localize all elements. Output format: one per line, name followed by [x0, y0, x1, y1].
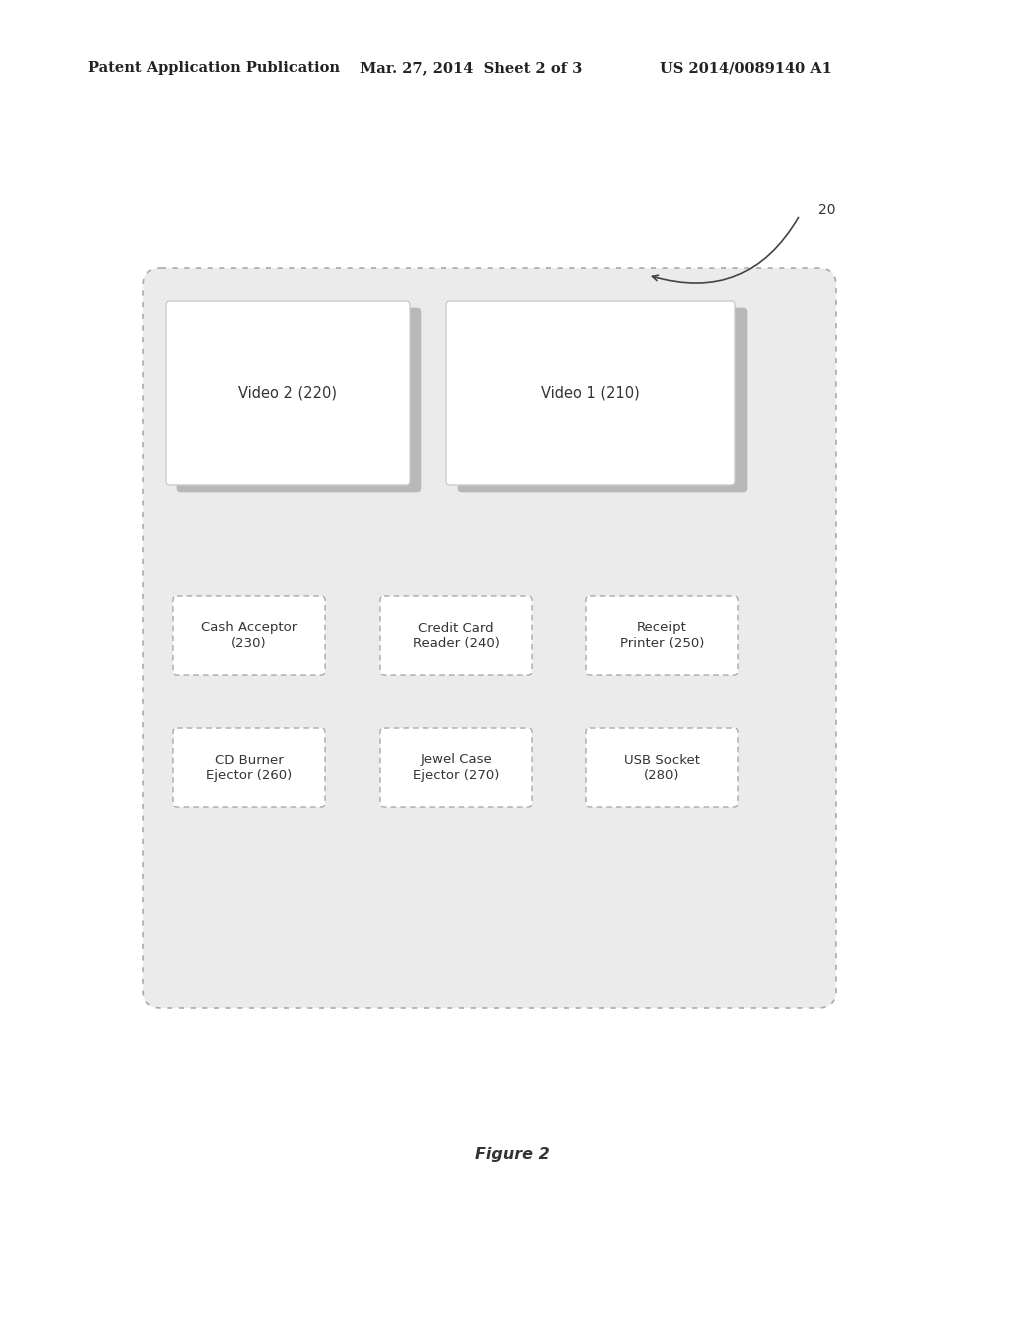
FancyBboxPatch shape	[166, 301, 410, 484]
FancyBboxPatch shape	[446, 301, 735, 484]
FancyBboxPatch shape	[586, 729, 738, 807]
FancyBboxPatch shape	[143, 268, 836, 1008]
FancyBboxPatch shape	[380, 729, 532, 807]
Text: Mar. 27, 2014  Sheet 2 of 3: Mar. 27, 2014 Sheet 2 of 3	[360, 61, 583, 75]
Text: Video 2 (220): Video 2 (220)	[239, 385, 338, 400]
Text: US 2014/0089140 A1: US 2014/0089140 A1	[660, 61, 831, 75]
Text: CD Burner
Ejector (260): CD Burner Ejector (260)	[206, 754, 292, 781]
Text: 20: 20	[818, 203, 836, 216]
FancyBboxPatch shape	[173, 729, 325, 807]
FancyBboxPatch shape	[458, 308, 746, 492]
Text: USB Socket
(280): USB Socket (280)	[624, 754, 700, 781]
FancyBboxPatch shape	[380, 597, 532, 675]
Text: Receipt
Printer (250): Receipt Printer (250)	[620, 622, 705, 649]
Text: Cash Acceptor
(230): Cash Acceptor (230)	[201, 622, 297, 649]
Text: Credit Card
Reader (240): Credit Card Reader (240)	[413, 622, 500, 649]
Text: Figure 2: Figure 2	[475, 1147, 549, 1163]
Text: Patent Application Publication: Patent Application Publication	[88, 61, 340, 75]
FancyBboxPatch shape	[177, 308, 421, 492]
Text: Jewel Case
Ejector (270): Jewel Case Ejector (270)	[413, 754, 499, 781]
FancyBboxPatch shape	[586, 597, 738, 675]
FancyBboxPatch shape	[173, 597, 325, 675]
Text: Video 1 (210): Video 1 (210)	[541, 385, 639, 400]
